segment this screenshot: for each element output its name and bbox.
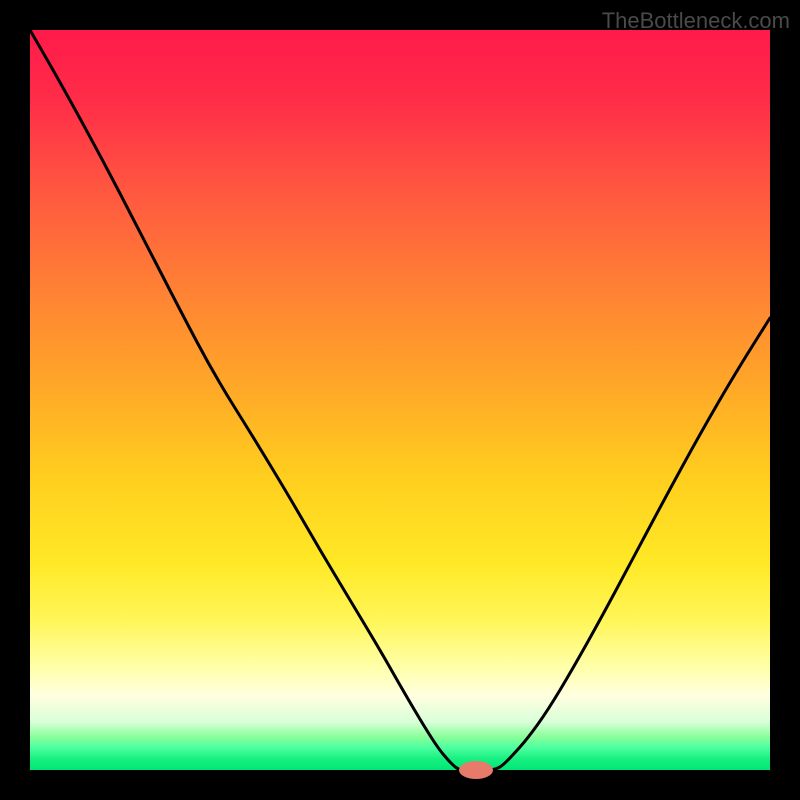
optimal-marker [459, 761, 493, 779]
watermark-text: TheBottleneck.com [602, 8, 790, 34]
chart-svg [0, 0, 800, 800]
plot-area [30, 30, 770, 770]
bottleneck-chart: TheBottleneck.com [0, 0, 800, 800]
